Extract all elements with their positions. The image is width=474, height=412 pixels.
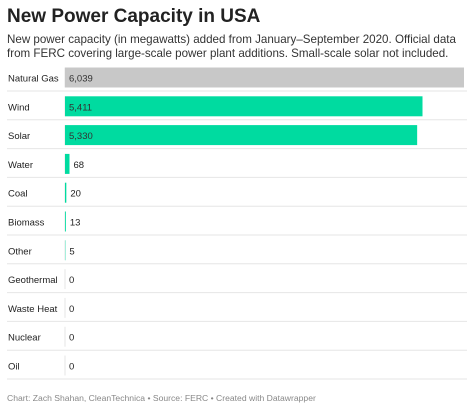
value-label: 0 bbox=[69, 275, 74, 286]
chart-footer: Chart: Zach Shahan, CleanTechnica • Sour… bbox=[7, 393, 316, 403]
category-label: Coal bbox=[8, 189, 28, 200]
value-label: 13 bbox=[70, 218, 81, 229]
value-label: 20 bbox=[70, 189, 81, 200]
value-label: 0 bbox=[69, 362, 74, 373]
bar-wind bbox=[65, 96, 423, 117]
bar-coal bbox=[65, 182, 67, 203]
value-label: 0 bbox=[69, 304, 74, 315]
chart-subtitle: New power capacity (in megawatts) added … bbox=[7, 33, 456, 60]
category-label: Geothermal bbox=[8, 275, 58, 286]
category-label: Waste Heat bbox=[8, 304, 58, 315]
category-label: Natural Gas bbox=[8, 74, 59, 85]
category-label: Biomass bbox=[8, 218, 45, 229]
category-label: Wind bbox=[8, 102, 30, 113]
category-label: Solar bbox=[8, 131, 30, 142]
category-label: Nuclear bbox=[8, 333, 41, 344]
value-label: 0 bbox=[69, 333, 74, 344]
bar-natural-gas bbox=[65, 67, 464, 88]
chart-title: New Power Capacity in USA bbox=[7, 6, 261, 27]
value-label: 68 bbox=[73, 160, 84, 171]
value-label: 5,411 bbox=[69, 102, 92, 113]
value-label: 5,330 bbox=[69, 131, 93, 142]
category-label: Other bbox=[8, 246, 32, 257]
category-label: Oil bbox=[8, 362, 20, 373]
category-label: Water bbox=[8, 160, 33, 171]
value-label: 5 bbox=[69, 246, 74, 257]
bar-water bbox=[65, 153, 70, 174]
value-label: 6,039 bbox=[69, 74, 93, 85]
bar-solar bbox=[65, 125, 418, 146]
bar-biomass bbox=[65, 211, 66, 232]
